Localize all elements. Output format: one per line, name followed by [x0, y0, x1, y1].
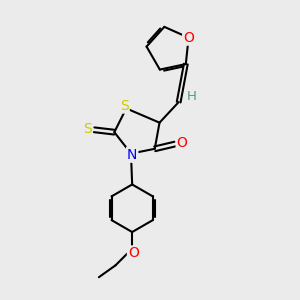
- Text: S: S: [83, 122, 92, 136]
- Text: N: N: [127, 148, 137, 162]
- Text: O: O: [177, 136, 188, 150]
- Text: H: H: [187, 90, 197, 103]
- Text: O: O: [183, 31, 194, 45]
- Text: O: O: [128, 246, 139, 260]
- Text: S: S: [120, 98, 129, 112]
